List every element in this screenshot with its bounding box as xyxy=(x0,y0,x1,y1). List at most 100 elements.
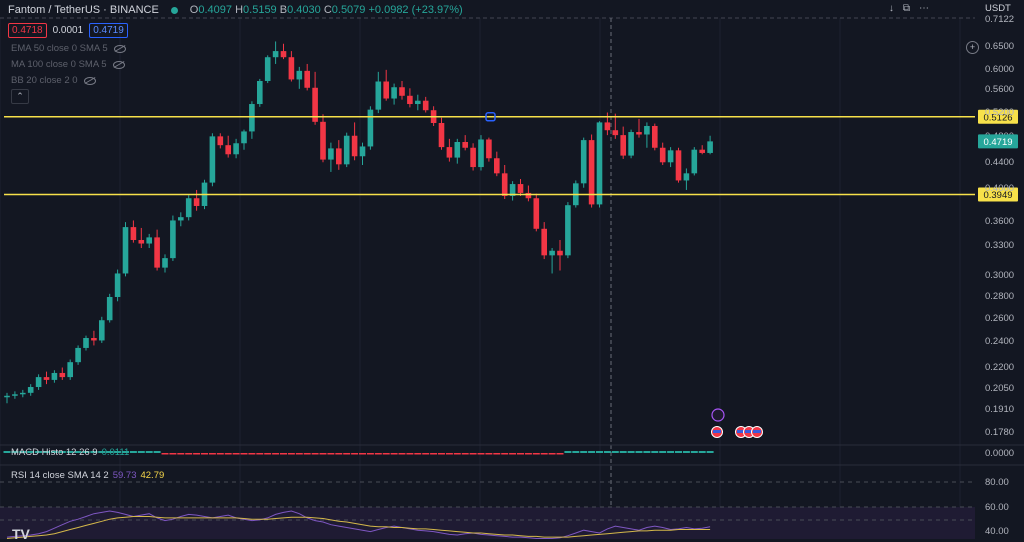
candle-body xyxy=(407,95,413,105)
macd-histogram-bar xyxy=(264,453,272,455)
macd-histogram-bar xyxy=(351,453,359,455)
price-tick-label: 0.2200 xyxy=(985,362,1014,373)
macd-histogram-bar xyxy=(445,453,453,455)
macd-histogram-bar xyxy=(82,451,90,453)
macd-histogram-bar xyxy=(453,453,461,455)
camera-icon[interactable]: ⧉ xyxy=(902,3,910,14)
candle-body xyxy=(209,136,216,183)
macd-histogram-bar xyxy=(193,453,201,455)
candle-body xyxy=(707,141,713,153)
candle-body xyxy=(422,100,429,111)
macd-histogram-bar xyxy=(524,453,532,455)
us-flag-event-icon xyxy=(753,430,761,433)
macd-histogram-bar xyxy=(675,451,682,453)
candle-body xyxy=(99,320,105,341)
last-price-label: 0.4719 xyxy=(983,137,1012,148)
macd-histogram-bar xyxy=(651,451,659,453)
candle-body xyxy=(130,227,137,241)
price-tick-label: 0.4000 xyxy=(985,183,1014,194)
chevron-up-icon: ⌃ xyxy=(16,91,24,101)
price-tick-label: 0.3000 xyxy=(985,270,1014,281)
level-price-badge xyxy=(978,187,1018,202)
macd-histogram-bar xyxy=(74,451,82,453)
macd-histogram-bar xyxy=(19,451,27,453)
candle-body xyxy=(620,135,626,156)
candle-body xyxy=(549,250,555,256)
arrow-down-icon[interactable]: ↓ xyxy=(888,3,894,14)
buy-price-button[interactable]: 0.4719 xyxy=(89,23,128,38)
tradingview-logo[interactable]: TV xyxy=(12,526,30,542)
candle-body xyxy=(478,139,484,168)
candle-body xyxy=(193,198,200,206)
currency-selector[interactable]: USDT xyxy=(985,3,1011,14)
macd-histogram-bar xyxy=(382,453,390,455)
rsi-legend[interactable]: RSI 14 close SMA 14 2 59.73 42.79 xyxy=(11,470,164,481)
candle-body xyxy=(612,130,619,136)
macd-histogram-bar xyxy=(303,453,311,455)
macd-histogram-bar xyxy=(477,453,485,455)
symbol-title[interactable]: Fantom / TetherUS · BINANCE xyxy=(8,4,159,16)
top-right-tools: ↓ ⧉ ⋯ xyxy=(889,3,929,14)
candle-body xyxy=(494,158,500,174)
collapse-indicators-button[interactable]: ⌃ xyxy=(11,89,29,104)
eye-hidden-icon[interactable] xyxy=(83,76,96,85)
macd-histogram-bar xyxy=(335,453,343,455)
macd-histogram-bar xyxy=(129,451,137,453)
add-alert-plus-icon[interactable]: + xyxy=(966,41,979,54)
rsi-ma-line xyxy=(6,516,711,539)
indicator-bb20[interactable]: BB 20 close 2 0 xyxy=(11,75,96,86)
candle-body xyxy=(359,146,366,157)
candle-body xyxy=(336,148,342,165)
ohlc-readout: O0.4097 H0.5159 B0.4030 C0.5079 +0.0982 … xyxy=(190,4,463,16)
macd-histogram-bar xyxy=(398,453,406,455)
candle-body xyxy=(541,228,547,256)
candle-body xyxy=(154,237,160,268)
sell-price-button[interactable]: 0.4718 xyxy=(8,23,47,38)
candle-body xyxy=(217,136,224,146)
rsi-label: RSI 14 close SMA 14 2 xyxy=(11,470,109,481)
macd-histogram-bar xyxy=(280,453,287,455)
high-label: H xyxy=(235,4,244,16)
candle-body xyxy=(667,150,674,163)
macd-histogram-bar xyxy=(161,453,169,455)
macd-histogram-bar xyxy=(256,453,264,455)
indicator-ma100[interactable]: MA 100 close 0 SMA 5 xyxy=(11,59,125,70)
us-flag-event-icon xyxy=(713,430,721,433)
rsi-value: 59.73 xyxy=(112,470,137,481)
candle-body xyxy=(596,122,603,205)
level-price-label: 0.5126 xyxy=(983,112,1012,123)
macd-legend[interactable]: MACD Histo 12 26 9 0.0111 xyxy=(11,447,129,458)
level-price-badge xyxy=(978,109,1018,124)
candle-body xyxy=(367,109,374,147)
macd-histogram-bar xyxy=(706,451,714,453)
eye-hidden-icon[interactable] xyxy=(112,60,125,69)
price-tick-label: 0.5200 xyxy=(985,107,1014,118)
macd-histogram-bar xyxy=(438,453,445,455)
more-icon[interactable]: ⋯ xyxy=(919,3,929,14)
macd-histogram-bar xyxy=(295,453,303,455)
macd-histogram-bar xyxy=(201,453,208,455)
open-value: 0.4097 xyxy=(198,4,233,16)
macd-histogram-bar xyxy=(208,453,216,455)
indicator-ema50[interactable]: EMA 50 close 0 SMA 5 xyxy=(11,43,126,54)
candle-body xyxy=(391,87,397,99)
macd-histogram-bar xyxy=(556,453,564,455)
candle-body xyxy=(20,392,26,395)
candle-body xyxy=(691,149,698,174)
price-tick-label: 0.2800 xyxy=(985,291,1014,302)
macd-histogram-bar xyxy=(35,451,43,453)
macd-histogram-bar xyxy=(627,451,635,453)
candle-body xyxy=(415,100,421,105)
candle-body xyxy=(114,273,121,297)
candle-body xyxy=(83,338,89,348)
price-tick-label: 0.0000 xyxy=(985,448,1014,459)
candle-body xyxy=(375,81,382,110)
candle-body xyxy=(486,139,492,159)
eye-hidden-icon[interactable] xyxy=(113,44,126,53)
candle-body xyxy=(399,87,405,96)
price-tick-label: 0.7122 xyxy=(985,14,1014,25)
candle-body xyxy=(146,237,152,244)
candle-body xyxy=(652,125,658,148)
high-value: 0.5159 xyxy=(243,4,277,16)
